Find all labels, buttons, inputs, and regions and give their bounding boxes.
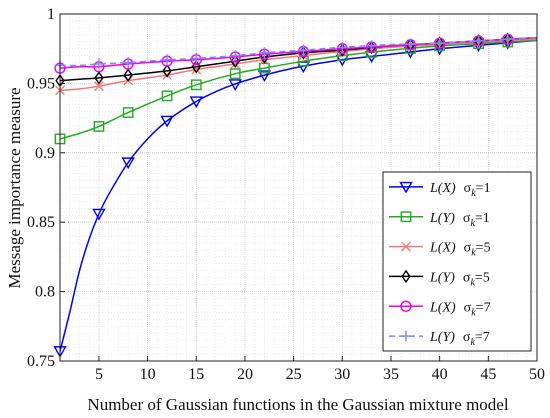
legend-sigma-value: =1 [475, 211, 490, 226]
marker-plus [400, 330, 412, 342]
marker-triangle-down [399, 181, 413, 194]
marker-triangle-down [257, 70, 272, 83]
marker-triangle-down [92, 208, 106, 221]
marker-square [400, 211, 412, 223]
marker-x-stroke [94, 81, 104, 92]
marker-plus [161, 54, 173, 66]
marker-square [122, 107, 134, 118]
marker-triangle-down [189, 96, 203, 109]
marker-diamond [191, 60, 201, 74]
legend-sigma: σ [464, 241, 472, 256]
marker-diamond [401, 269, 411, 284]
legend-subscript: k [471, 188, 476, 199]
marker-plus [404, 38, 416, 50]
legend-label: L(Y) σk=1 [429, 211, 490, 229]
marker-square [161, 90, 173, 102]
legend-sigma: σ [464, 300, 472, 315]
legend-sigma: σ [463, 270, 471, 285]
x-tick-label: 5 [95, 366, 103, 383]
marker-triangle-down [121, 157, 135, 170]
legend-label: L(Y) σk=7 [429, 330, 490, 348]
legend-subscript: k [471, 248, 476, 259]
marker-diamond [123, 68, 133, 82]
legend-subscript: k [471, 307, 476, 318]
legend-subscript: k [470, 277, 475, 288]
marker-plus [93, 58, 105, 70]
marker-plus [122, 57, 134, 69]
legend-function: L(Y) [429, 211, 455, 226]
legend-entry: L(Y) σk=1 [389, 211, 490, 229]
marker-plus [258, 47, 270, 59]
marker-circle [400, 300, 412, 312]
x-tick-label: 40 [432, 366, 448, 383]
marker-diamond [94, 71, 104, 85]
marker-plus [366, 40, 378, 52]
plot-frame [59, 13, 538, 362]
legend-label: L(X) σk=1 [429, 181, 491, 199]
legend-label: L(X) σk=7 [429, 300, 491, 318]
legend-sigma-value: =5 [476, 241, 491, 256]
x-tick-label: 25 [286, 366, 302, 383]
legend-function: L(Y) [429, 270, 455, 285]
legend-sigma-value: =7 [476, 300, 491, 315]
legend-box [382, 171, 532, 352]
marker-diamond [162, 64, 172, 78]
ticks: 5 10 15 20 25 30 35 40 45 50 0.75 0.8 0.85 0.9 0.95 1 [27, 6, 545, 383]
marker-plus [297, 44, 309, 56]
legend: L(X) σk=1L(Y) σk=1L(X) σk=5L(Y) σk=5L(X) σk=7… [382, 171, 532, 352]
marker-plus [473, 35, 485, 47]
legend-sigma: σ [463, 211, 471, 226]
legend-sigma-value: =7 [475, 330, 490, 345]
legend-subscript: k [470, 218, 475, 229]
x-axis-label: Number of Gaussian functions in the Gaus… [87, 395, 508, 414]
marker-plus [229, 50, 241, 62]
marker-square [190, 79, 202, 91]
marker-plus [190, 52, 202, 64]
marker-plus [434, 37, 446, 49]
marker-x [401, 241, 411, 252]
x-tick-label: 45 [480, 366, 496, 383]
marker-square [229, 68, 241, 80]
y-axis-label: Message importance measure [5, 87, 24, 288]
legend-entry: L(X) σk=1 [389, 181, 491, 199]
legend-label: L(X) σk=5 [429, 241, 491, 259]
marker-plus [502, 33, 514, 45]
y-tick-label: 0.9 [35, 145, 55, 162]
y-tick-label: 0.75 [27, 353, 55, 370]
x-tick-label: 15 [188, 366, 204, 383]
legend-sigma: σ [463, 330, 471, 345]
y-tick-label: 0.85 [27, 214, 55, 231]
marker-triangle-down [228, 79, 242, 91]
legend-entry: L(X) σk=5 [389, 241, 491, 259]
marker-diamond [230, 54, 240, 68]
legend-function: L(X) [429, 241, 456, 256]
legend-function: L(X) [429, 300, 456, 315]
legend-function: L(Y) [429, 330, 455, 345]
legend-function: L(X) [429, 181, 456, 196]
marker-x [94, 81, 104, 92]
legend-label: L(Y) σk=5 [429, 270, 490, 288]
y-tick-label: 0.95 [27, 75, 55, 92]
y-tick-label: 0.8 [35, 284, 55, 301]
legend-sigma-value: =1 [476, 181, 491, 196]
marker-triangle-down [160, 115, 174, 128]
legend-subscript: k [470, 337, 475, 348]
marker-plus [336, 41, 348, 53]
legend-entry: L(Y) σk=5 [389, 269, 490, 288]
marker-triangle-down [296, 61, 311, 74]
series-line [59, 39, 538, 352]
x-tick-label: 20 [237, 366, 253, 383]
marker-x-stroke [401, 241, 411, 252]
legend-entry: L(Y) σk=7 [389, 330, 490, 348]
legend-sigma-value: =5 [475, 270, 490, 285]
legend-entry: L(X) σk=7 [389, 300, 491, 318]
y-tick-label: 1 [47, 6, 55, 23]
marker-square [93, 121, 105, 132]
x-tick-label: 50 [529, 366, 545, 383]
legend-sigma: σ [464, 181, 472, 196]
x-tick-label: 35 [383, 366, 399, 383]
x-tick-label: 30 [334, 366, 350, 383]
x-tick-label: 10 [140, 366, 156, 383]
